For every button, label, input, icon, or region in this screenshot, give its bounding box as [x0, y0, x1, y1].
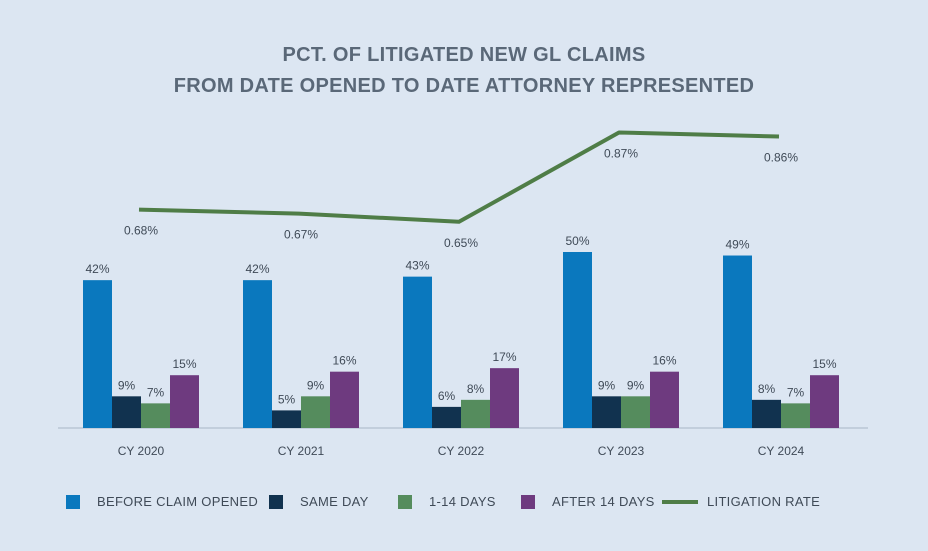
chart-legend: BEFORE CLAIM OPENED SAME DAY 1-14 DAYS A… — [0, 494, 928, 514]
bar-1-14-days-0 — [141, 403, 170, 428]
legend-line-litigation-rate — [662, 499, 698, 504]
legend-item-after-14-days: AFTER 14 DAYS — [521, 494, 655, 509]
bar-label-0-2: 43% — [405, 259, 429, 273]
bar-before-claim-opened-2 — [403, 276, 432, 428]
bar-same-day-3 — [592, 396, 621, 428]
line-litigation-rate — [138, 130, 780, 224]
legend-swatch-after-14-days — [521, 494, 535, 509]
bar-1-14-days-2 — [461, 399, 490, 428]
legend-label-1-14-days: 1-14 DAYS — [429, 494, 496, 509]
x-tick-label-0: CY 2020 — [118, 444, 165, 458]
bar-label-3-0: 15% — [172, 357, 196, 371]
legend-item-1-14-days: 1-14 DAYS — [398, 494, 496, 509]
bar-label-0-1: 42% — [245, 262, 269, 276]
bar-label-0-4: 49% — [725, 238, 749, 252]
x-tick-label-3: CY 2023 — [598, 444, 645, 458]
legend-swatch-1-14-days — [398, 494, 412, 509]
bar-label-0-0: 42% — [85, 262, 109, 276]
legend-label-litigation-rate: LITIGATION RATE — [707, 494, 821, 509]
line-label-4: 0.86% — [764, 151, 798, 165]
bar-label-1-3: 9% — [598, 378, 616, 392]
bar-after-14-days-0 — [170, 375, 199, 428]
legend-item-same-day: SAME DAY — [269, 494, 369, 509]
bar-label-3-3: 16% — [652, 354, 676, 368]
bar-after-14-days-4 — [810, 375, 839, 428]
legend-swatch-same-day — [269, 494, 283, 509]
x-tick-label-1: CY 2021 — [278, 444, 325, 458]
legend-swatch-before-claim-opened — [66, 494, 80, 509]
bar-after-14-days-1 — [330, 371, 359, 428]
bar-label-2-3: 9% — [627, 378, 645, 392]
legend-label-after-14-days: AFTER 14 DAYS — [552, 494, 655, 509]
bar-same-day-1 — [272, 410, 301, 428]
legend-label-before-claim-opened: BEFORE CLAIM OPENED — [97, 494, 259, 509]
bar-same-day-4 — [752, 399, 781, 428]
bar-label-3-2: 17% — [492, 350, 516, 364]
bar-label-0-3: 50% — [565, 234, 589, 248]
line-label-0: 0.68% — [124, 224, 158, 238]
bar-1-14-days-3 — [621, 396, 650, 428]
bar-before-claim-opened-3 — [563, 252, 592, 428]
bar-after-14-days-2 — [490, 368, 519, 428]
bar-label-1-2: 6% — [438, 389, 456, 403]
x-tick-label-4: CY 2024 — [758, 444, 805, 458]
legend-item-before-claim-opened: BEFORE CLAIM OPENED — [66, 494, 258, 509]
line-label-1: 0.67% — [284, 228, 318, 242]
bar-1-14-days-4 — [781, 403, 810, 428]
bar-same-day-2 — [432, 406, 461, 428]
bar-before-claim-opened-1 — [243, 280, 272, 428]
x-tick-label-2: CY 2022 — [438, 444, 485, 458]
bar-after-14-days-3 — [650, 371, 679, 428]
legend-item-litigation-rate: LITIGATION RATE — [662, 494, 820, 509]
bar-label-1-0: 9% — [118, 378, 136, 392]
chart-title-line-1: PCT. OF LITIGATED NEW GL CLAIMS — [282, 44, 646, 66]
bar-label-1-4: 8% — [758, 382, 776, 396]
line-label-2: 0.65% — [444, 236, 478, 250]
bar-same-day-0 — [112, 396, 141, 428]
chart-title-line-2: FROM DATE OPENED TO DATE ATTORNEY REPRES… — [173, 75, 755, 97]
bar-label-1-1: 5% — [278, 392, 296, 406]
bar-label-2-1: 9% — [307, 378, 325, 392]
bar-before-claim-opened-0 — [83, 280, 112, 428]
bar-label-2-4: 7% — [787, 385, 805, 399]
bar-1-14-days-1 — [301, 396, 330, 428]
line-label-3: 0.87% — [604, 146, 638, 160]
bar-label-3-4: 15% — [812, 357, 836, 371]
legend-label-same-day: SAME DAY — [300, 494, 369, 509]
bar-label-2-0: 7% — [147, 385, 165, 399]
bar-before-claim-opened-4 — [723, 255, 752, 428]
bar-label-3-1: 16% — [332, 354, 356, 368]
bar-label-2-2: 8% — [467, 382, 485, 396]
